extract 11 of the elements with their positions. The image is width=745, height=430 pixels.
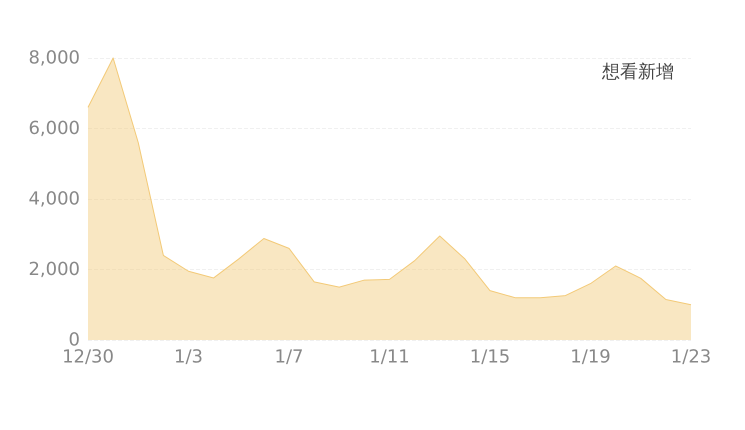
y-tick-label: 4,000 [28,188,80,210]
y-tick-label: 2,000 [28,259,80,280]
x-tick-label: 1/19 [570,346,611,368]
x-tick-label: 1/15 [470,346,510,368]
x-tick-label: 1/3 [174,346,203,368]
chart-title: 想看新增 [601,62,674,82]
x-tick-label: 1/7 [274,346,304,368]
x-tick-label: 1/11 [369,346,410,368]
y-tick-label: 6,000 [28,118,80,139]
y-tick-label: 8,000 [28,48,80,68]
x-tick-label: 1/23 [670,346,712,368]
